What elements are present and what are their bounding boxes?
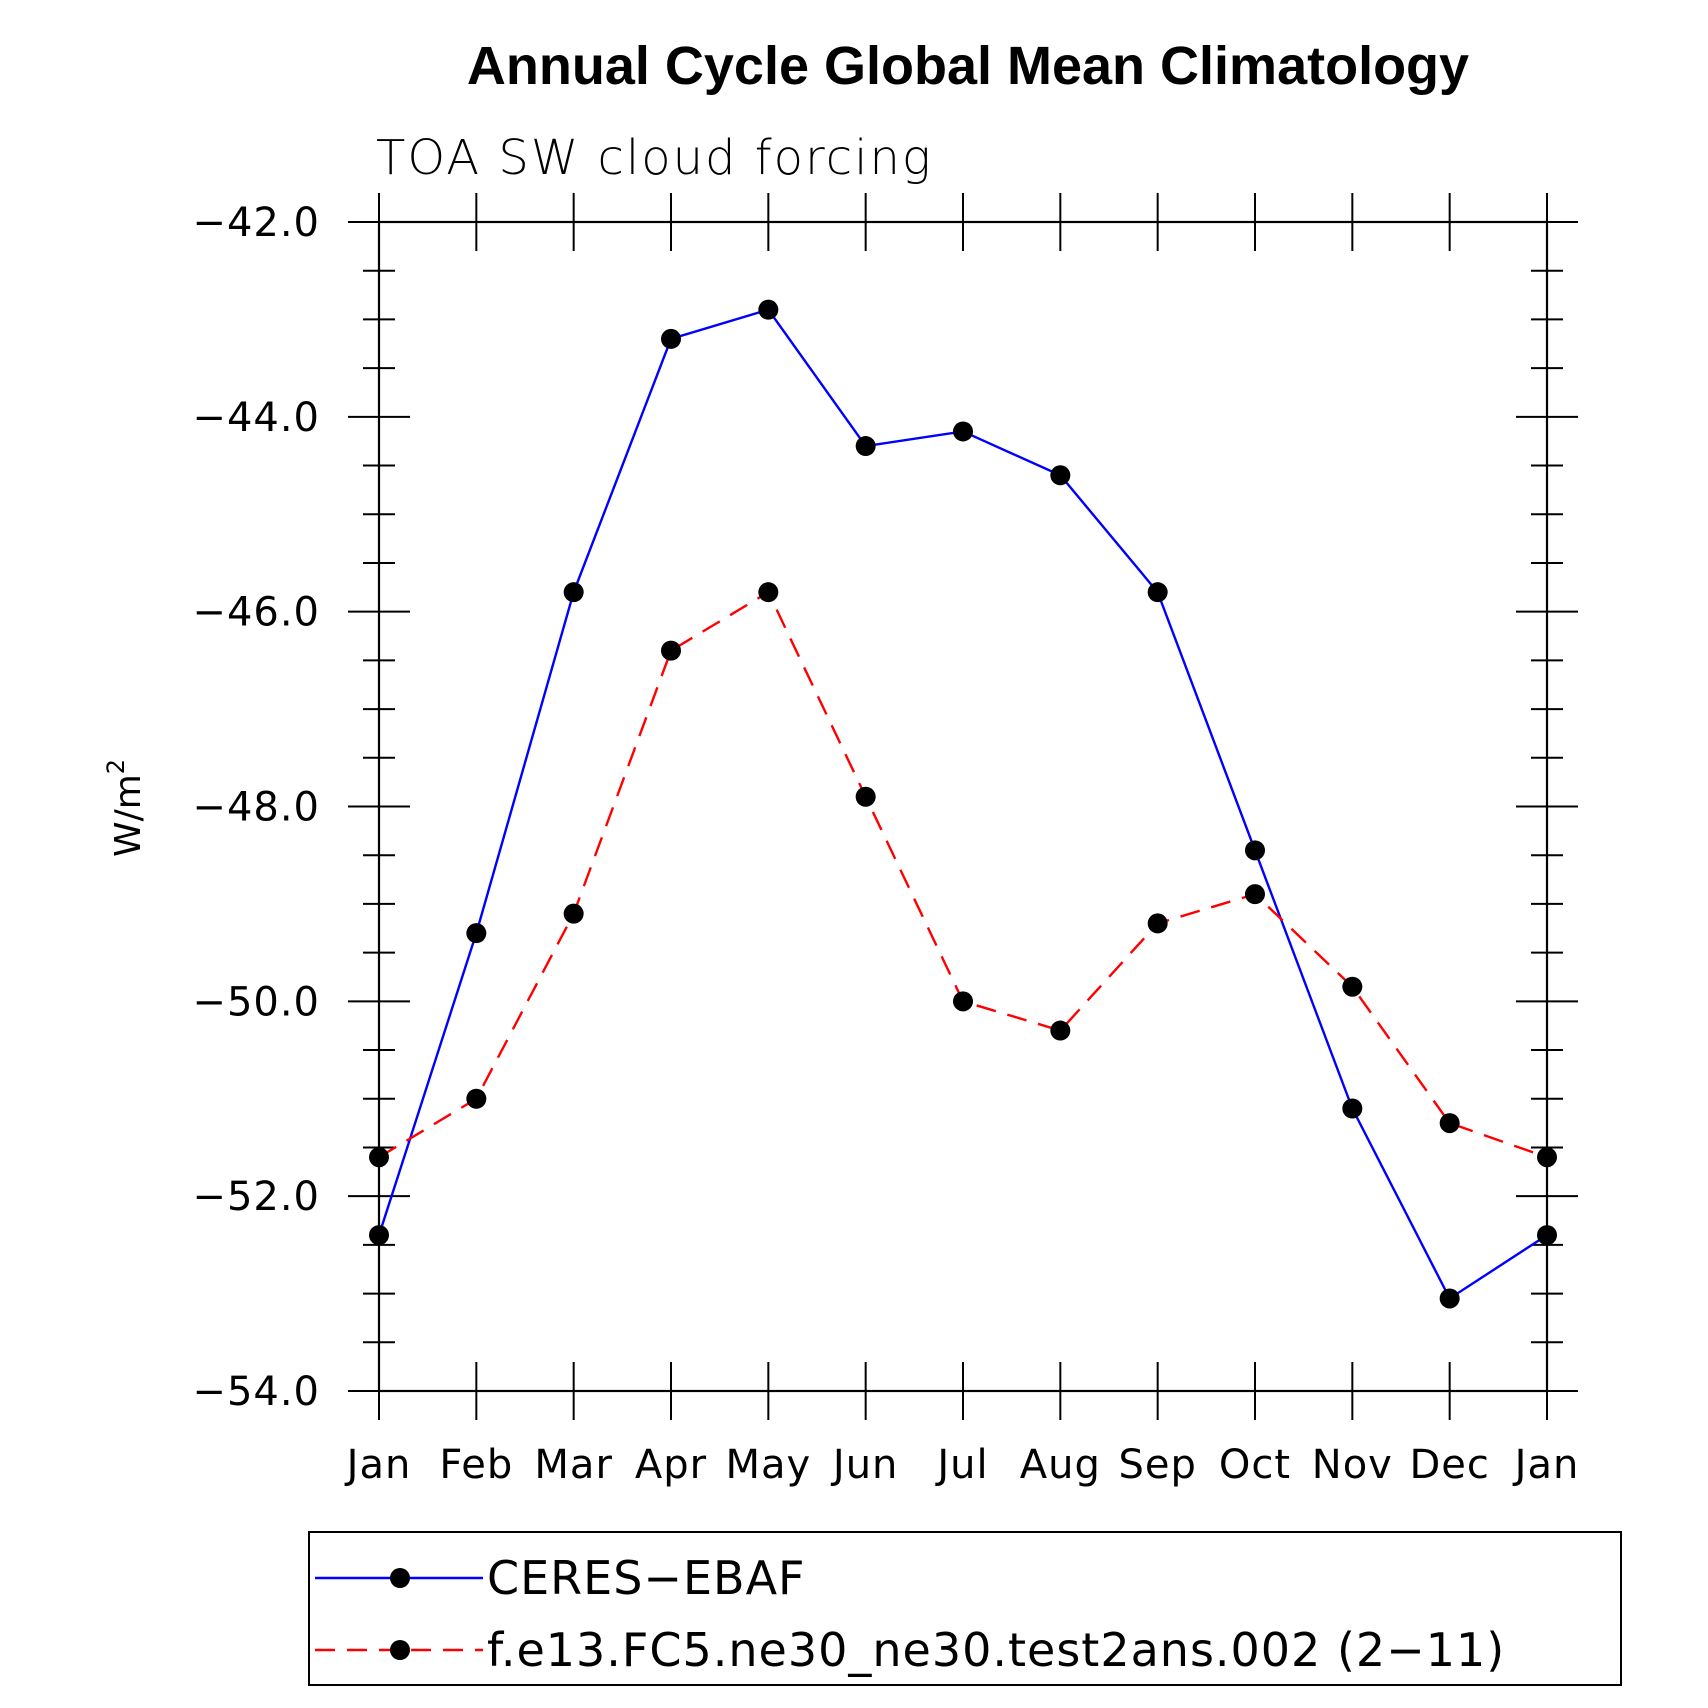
series-0-point bbox=[369, 1225, 389, 1246]
series-1-point bbox=[1342, 976, 1363, 997]
series-0-point bbox=[953, 421, 973, 442]
series-1-point bbox=[661, 640, 681, 661]
legend: CERES−EBAF f.e13.FC5.ne30_ne30.test2ans.0… bbox=[308, 1531, 1622, 1686]
x-tick-label: Feb bbox=[439, 1442, 513, 1488]
legend-swatch-marker-1 bbox=[390, 1640, 410, 1660]
x-tick-label: Nov bbox=[1312, 1442, 1393, 1488]
series-0-point bbox=[1050, 465, 1071, 486]
x-tick-label: Apr bbox=[635, 1442, 707, 1488]
series-1-point bbox=[953, 991, 973, 1012]
series-0-point bbox=[661, 328, 681, 349]
series-1-point bbox=[1245, 884, 1265, 905]
series-0-point bbox=[1147, 582, 1168, 603]
x-tick-label: Jun bbox=[830, 1442, 899, 1488]
chart-subtitle: TOA SW cloud forcing bbox=[376, 130, 933, 186]
x-tick-label: Dec bbox=[1409, 1442, 1489, 1488]
x-tick-label: Jan bbox=[1512, 1442, 1580, 1488]
series-line-0 bbox=[377, 308, 1548, 1301]
y-axis-label: W/m2 bbox=[102, 759, 149, 857]
x-tick-label: Aug bbox=[1020, 1442, 1101, 1488]
chart-title: Annual Cycle Global Mean Climatology bbox=[467, 36, 1469, 96]
series-0-point bbox=[1537, 1225, 1557, 1246]
series-1-point bbox=[1050, 1020, 1071, 1041]
x-tick-label: Jul bbox=[934, 1442, 988, 1488]
plot-frame bbox=[377, 220, 1549, 1393]
x-tick-label: Oct bbox=[1219, 1442, 1291, 1488]
series-0-point bbox=[758, 299, 779, 320]
series-0-point bbox=[1342, 1098, 1363, 1119]
series-1-point bbox=[1147, 913, 1168, 934]
legend-swatch-marker-0 bbox=[390, 1568, 410, 1588]
y-tick-label: −42.0 bbox=[192, 200, 320, 246]
x-tick-label: Jan bbox=[344, 1442, 412, 1488]
series-1-point bbox=[855, 786, 876, 807]
plot-area: −42.0 −44.0 −46.0 −48.0 −50.0 −52.0 −54.0 Jan Fe… bbox=[192, 193, 1580, 1488]
legend-box bbox=[308, 1531, 1622, 1686]
y-axis-label-exponent: 2 bbox=[102, 759, 130, 774]
y-axis-label-unit: W/m bbox=[108, 774, 149, 857]
series-0-point bbox=[1439, 1288, 1460, 1309]
y-tick-label: −46.0 bbox=[192, 590, 320, 636]
series-0-point bbox=[855, 436, 876, 457]
series-0-point bbox=[1245, 840, 1265, 861]
y-tick-label: −50.0 bbox=[192, 979, 320, 1025]
y-tick-label: −44.0 bbox=[192, 395, 320, 441]
series-1-point bbox=[1439, 1113, 1460, 1134]
x-tick-label: Mar bbox=[534, 1442, 612, 1488]
series-line-1 bbox=[378, 590, 1548, 1159]
legend-entry-label: f.e13.FC5.ne30_ne30.test2ans.002 (2−11) bbox=[487, 1623, 1505, 1677]
series-1-point bbox=[369, 1147, 389, 1168]
x-tick-label: Sep bbox=[1118, 1442, 1196, 1488]
y-tick-label: −48.0 bbox=[192, 785, 320, 831]
legend-entry-label: CERES−EBAF bbox=[487, 1551, 806, 1605]
series-1-point bbox=[466, 1088, 487, 1109]
y-tick-label: −52.0 bbox=[192, 1174, 320, 1220]
series-1-point bbox=[758, 582, 779, 603]
series-1-point bbox=[1537, 1147, 1557, 1168]
series-1-point bbox=[563, 903, 584, 924]
series-0-point bbox=[563, 582, 584, 603]
x-tick-label: May bbox=[725, 1442, 811, 1488]
y-tick-label: −54.0 bbox=[192, 1369, 320, 1415]
series-0-point bbox=[466, 923, 487, 944]
